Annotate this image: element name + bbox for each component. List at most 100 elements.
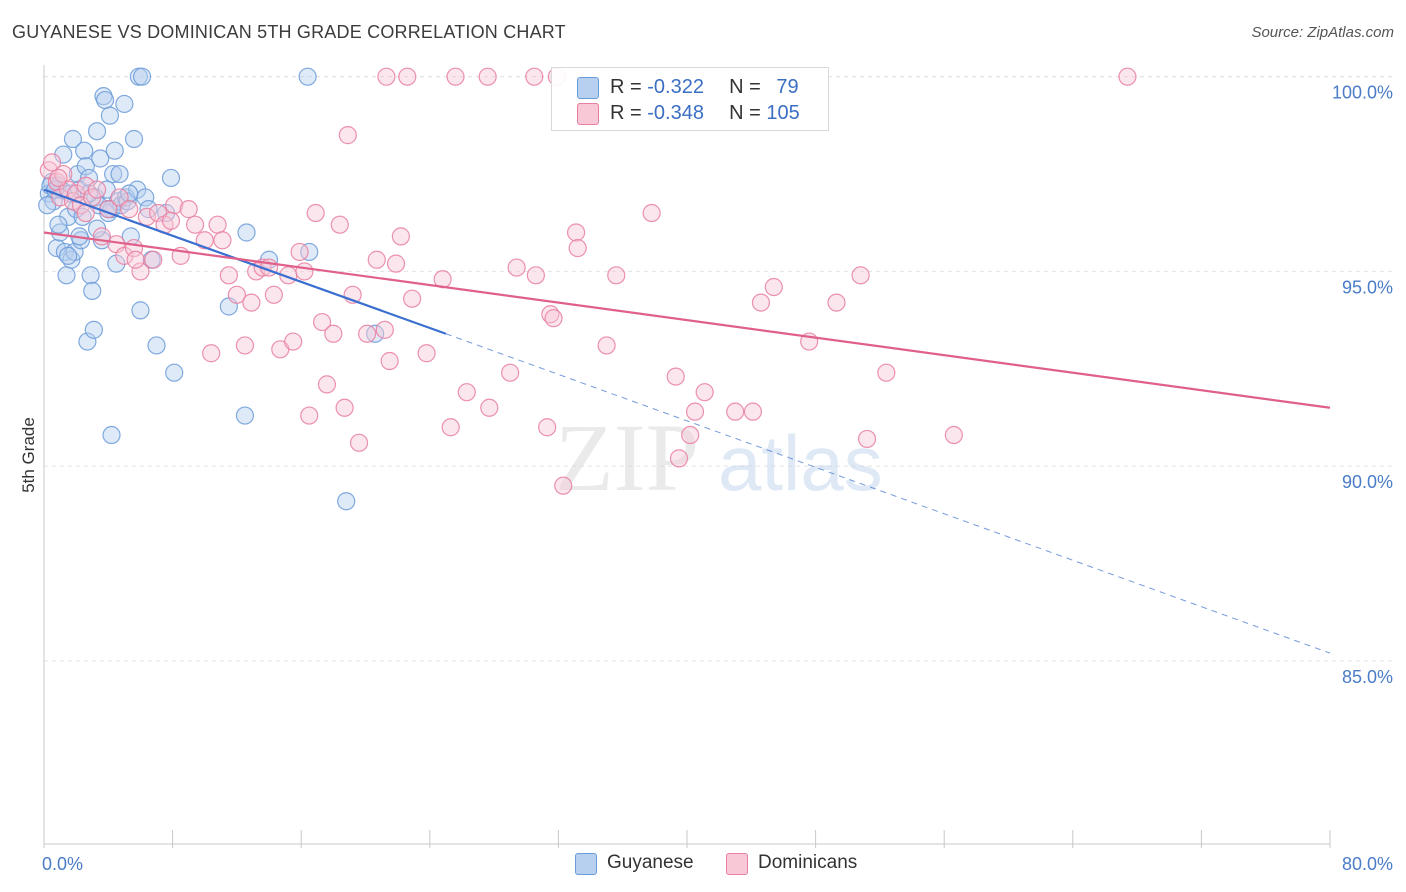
guyanese-point: [83, 281, 102, 301]
guyanese-point: [75, 141, 94, 160]
dominicans-point: [300, 406, 319, 425]
guyanese-point: [120, 184, 139, 203]
dominicans-point: [526, 266, 545, 285]
guyanese-point: [104, 164, 123, 184]
y-tick-label: 95.0%: [1342, 277, 1393, 297]
watermark: ZIP atlas: [555, 404, 883, 511]
dominicans-point: [398, 67, 417, 86]
dominicans-point: [324, 324, 343, 343]
y-tick-label: 90.0%: [1342, 472, 1393, 492]
guyanese-point: [49, 215, 68, 234]
r-label: R =: [610, 76, 648, 98]
guyanese-point: [78, 332, 97, 351]
dominicans-point: [554, 476, 573, 495]
dominicans-point: [607, 266, 626, 285]
dominicans-point: [264, 285, 283, 304]
dominicans-point: [685, 402, 705, 421]
dominicans-point: [417, 344, 436, 363]
dominicans-point: [76, 176, 95, 195]
dominicans-point: [161, 211, 181, 230]
guyanese-point: [298, 67, 317, 86]
dominicans-point: [944, 425, 963, 445]
guyanese-point: [237, 223, 256, 242]
x-tick-label: 0.0%: [42, 854, 83, 874]
guyanese-legend-swatch: [575, 853, 597, 875]
dominicans-point: [457, 383, 476, 402]
dominicans-point: [403, 289, 422, 308]
stats-legend: R = -0.322 N = 79 R = -0.348 N = 105: [551, 67, 829, 131]
dominicans-point: [695, 383, 714, 402]
guyanese-point: [300, 242, 319, 262]
guyanese-point: [91, 149, 110, 168]
data-points: [38, 67, 1137, 511]
dominicans-point: [857, 429, 877, 449]
series-guyanese: [38, 67, 385, 511]
dominicans-point: [597, 336, 616, 355]
dominicans-point: [330, 215, 349, 234]
dominicans-point: [87, 180, 107, 199]
guyanese-point: [131, 301, 150, 320]
dominicans-point: [131, 262, 150, 281]
dominicans-point: [42, 153, 62, 172]
y-tick-label: 100.0%: [1332, 83, 1393, 103]
dominicans-point: [242, 293, 261, 312]
guyanese-swatch: [577, 77, 599, 99]
dominicans-point: [338, 126, 357, 145]
chart-source: Source: ZipAtlas.com: [1251, 24, 1394, 41]
dominicans-legend-label: Dominicans: [758, 852, 858, 873]
dominicans-point: [566, 223, 586, 242]
guyanese-point: [132, 67, 152, 86]
guyanese-point: [59, 246, 78, 265]
guyanese-point: [337, 492, 356, 511]
dominicans-point: [312, 312, 332, 332]
guyanese-point: [57, 266, 76, 285]
dominicans-point: [317, 375, 337, 394]
dominicans-point: [538, 418, 557, 437]
dominicans-trend-line: [43, 231, 1331, 409]
dominicans-point: [478, 67, 497, 86]
chart-title: GUYANESE VS DOMINICAN 5TH GRADE CORRELAT…: [12, 22, 566, 42]
dominicans-point: [827, 293, 846, 312]
dominicans-point: [386, 254, 406, 273]
dominicans-point: [202, 344, 221, 363]
n-value: 105: [766, 102, 800, 124]
dominicans-point: [335, 398, 354, 417]
dominicans-point: [195, 231, 214, 250]
dominicans-point: [115, 246, 134, 265]
guyanese-point: [161, 168, 181, 188]
gridlines: [44, 76, 1395, 662]
dominicans-point: [377, 67, 396, 86]
dominicans-point: [501, 363, 520, 382]
dominicans-point: [235, 336, 255, 355]
dominicans-point: [375, 320, 394, 339]
guyanese-point: [63, 129, 83, 149]
dominicans-point: [367, 250, 386, 269]
dominicans-swatch: [577, 103, 599, 125]
guyanese-point: [105, 141, 124, 160]
dominicans-point: [669, 449, 689, 468]
dominicans-point: [227, 285, 246, 304]
dominicans-point: [126, 250, 145, 269]
dominicans-point: [666, 367, 685, 386]
guyanese-point: [165, 363, 184, 382]
dominicans-point: [208, 215, 227, 234]
dominicans-point: [358, 324, 377, 343]
dominicans-point: [179, 200, 198, 219]
guyanese-trend-line: [43, 188, 447, 335]
dominicans-point: [306, 203, 325, 223]
watermark-zip: ZIP: [555, 404, 699, 511]
guyanese-point: [87, 122, 107, 141]
guyanese-point: [100, 106, 120, 125]
guyanese-point: [84, 320, 103, 339]
series-dominicans: [39, 67, 1137, 495]
dominicans-point: [446, 67, 465, 86]
dominicans-point: [349, 433, 369, 452]
dominicans-point: [642, 203, 661, 223]
n-label: N =: [729, 102, 767, 124]
r-value: -0.348: [647, 102, 704, 124]
axes: [43, 65, 1331, 848]
r-value: -0.322: [647, 76, 704, 98]
guyanese-point: [147, 336, 166, 355]
dominicans-point: [380, 351, 399, 371]
dominicans-point: [877, 363, 896, 382]
